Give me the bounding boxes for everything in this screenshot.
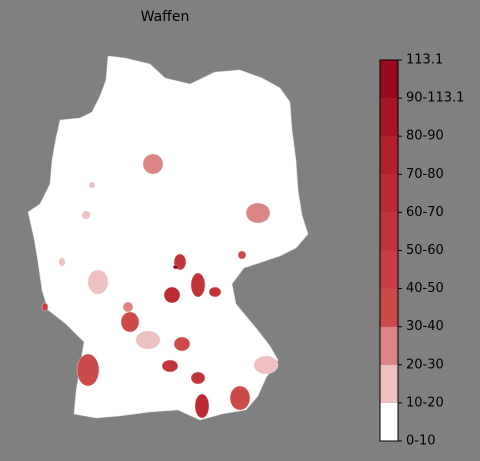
- region: [87, 269, 109, 295]
- colorbar-label: 20-30: [406, 357, 444, 372]
- colorbar-label: 40-50: [406, 281, 444, 296]
- region: [194, 393, 210, 419]
- region: [253, 355, 279, 375]
- colorbar-label: 90-113.1: [406, 91, 464, 106]
- region: [122, 301, 134, 313]
- colorbar-label: 10-20: [406, 395, 444, 410]
- colorbar-label: 60-70: [406, 205, 444, 220]
- region: [88, 181, 96, 189]
- region: [135, 330, 161, 350]
- colorbar-segment: [380, 60, 398, 99]
- colorbar-label: 30-40: [406, 319, 444, 334]
- region: [190, 272, 206, 298]
- region: [76, 353, 100, 387]
- colorbar-segment: [380, 174, 398, 213]
- region: [173, 336, 191, 352]
- country-outline: [27, 55, 309, 421]
- colorbar-segment: [380, 212, 398, 251]
- region: [120, 311, 140, 333]
- region: [208, 286, 222, 298]
- colorbar-segment: [380, 288, 398, 327]
- regions: [41, 153, 279, 419]
- region: [237, 250, 247, 260]
- colorbar-segment: [380, 250, 398, 289]
- colorbar-label: 50-60: [406, 243, 444, 258]
- colorbar: 0-10 10-20 20-30 30-40 40-50 50-60 60-70 70-80 8…: [379, 53, 464, 449]
- colorbar-segment: [380, 136, 398, 175]
- region: [163, 286, 181, 304]
- colorbar-segment: [380, 98, 398, 137]
- colorbar-label: 113.1: [406, 53, 443, 68]
- map-title: Waffen: [141, 9, 190, 25]
- region: [229, 385, 251, 411]
- region: [245, 202, 271, 224]
- colorbar-segment: [380, 364, 398, 403]
- colorbar-label: 80-90: [406, 129, 444, 144]
- region: [58, 257, 66, 267]
- region: [190, 371, 206, 385]
- region: [41, 302, 49, 312]
- colorbar-segment: [380, 326, 398, 365]
- region: [142, 153, 164, 175]
- region: [161, 359, 179, 373]
- colorbar-segment: [380, 402, 398, 441]
- colorbar-label: 0-10: [406, 434, 436, 449]
- region: [81, 210, 91, 220]
- region: [172, 264, 180, 270]
- colorbar-label: 70-80: [406, 167, 444, 182]
